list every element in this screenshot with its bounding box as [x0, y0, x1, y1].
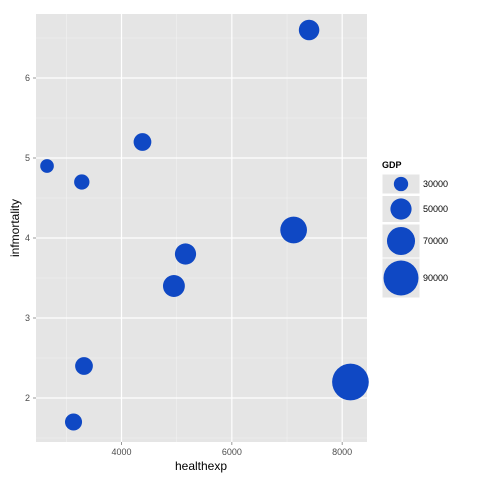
- legend-title: GDP: [382, 160, 402, 170]
- x-tick-label: 6000: [222, 447, 242, 457]
- legend-point: [393, 176, 409, 192]
- legend-point: [390, 198, 412, 220]
- legend-point: [386, 226, 416, 256]
- legend-label: 50000: [423, 204, 448, 214]
- y-tick-label: 3: [25, 313, 30, 323]
- data-point: [280, 216, 307, 244]
- data-point: [332, 363, 369, 401]
- x-axis-ticks: 4000 6000 8000: [111, 442, 352, 457]
- data-point: [74, 174, 90, 190]
- data-point: [64, 413, 83, 431]
- legend-label: 30000: [423, 179, 448, 189]
- x-tick-label: 8000: [332, 447, 352, 457]
- data-points: [40, 19, 369, 431]
- y-axis-title: infmortality: [8, 199, 22, 257]
- y-tick-label: 5: [25, 153, 30, 163]
- data-point: [162, 275, 185, 297]
- data-point: [298, 19, 320, 41]
- data-point: [133, 133, 152, 151]
- legend: GDP 30000 50000 70000 90000: [381, 160, 448, 299]
- data-point: [40, 159, 54, 173]
- legend-label: 90000: [423, 273, 448, 283]
- x-tick-label: 4000: [111, 447, 131, 457]
- legend-label: 70000: [423, 236, 448, 246]
- y-tick-label: 6: [25, 73, 30, 83]
- data-point: [174, 243, 197, 265]
- legend-point: [383, 260, 419, 296]
- x-axis-title: healthexp: [175, 459, 227, 473]
- y-tick-label: 4: [25, 233, 30, 243]
- y-tick-label: 2: [25, 393, 30, 403]
- y-axis-ticks: 2 3 4 5 6: [25, 73, 36, 403]
- data-point: [75, 357, 93, 375]
